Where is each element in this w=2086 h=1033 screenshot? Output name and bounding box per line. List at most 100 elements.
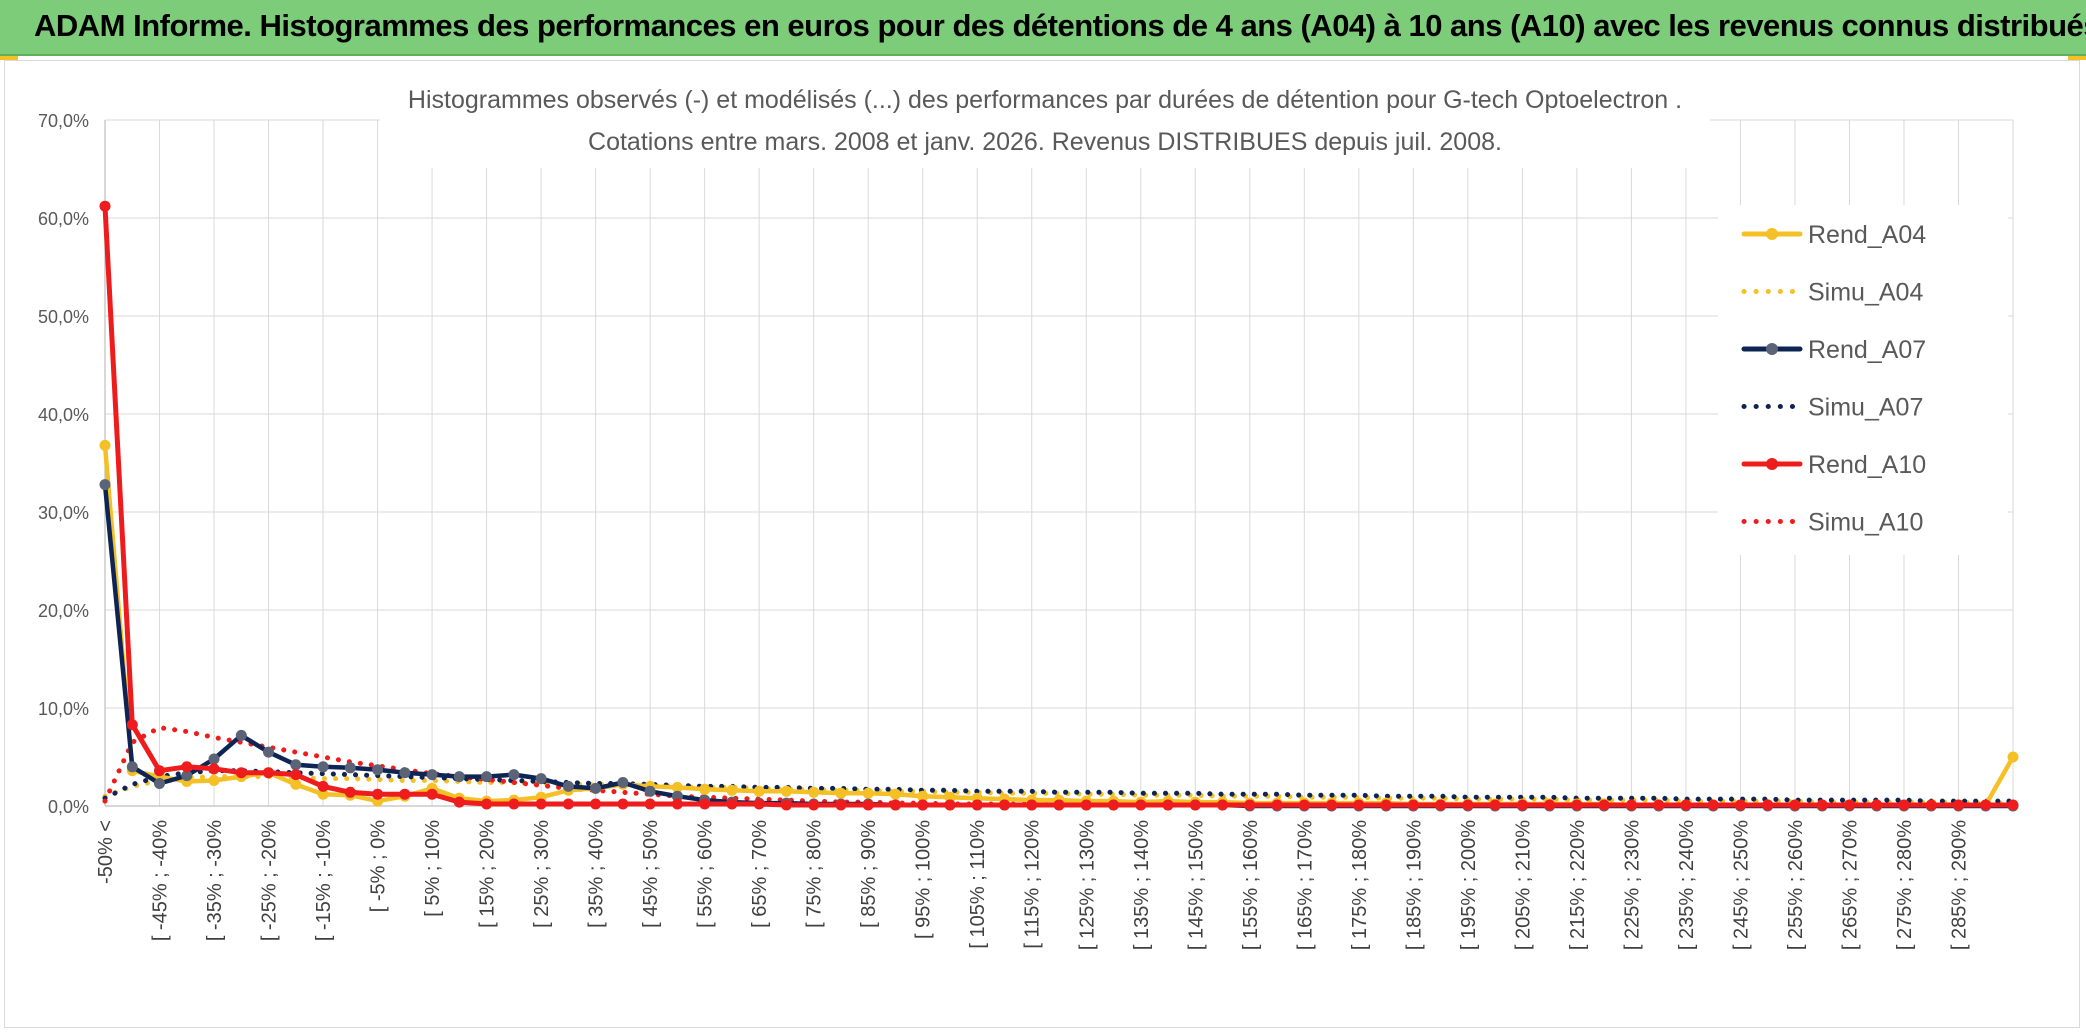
corner-accent-right [2068, 56, 2086, 60]
data-point-rend_a10 [999, 799, 1010, 811]
data-point-rend_a10 [1625, 799, 1637, 811]
data-point-rend_a10 [1680, 799, 1692, 811]
data-point-rend_a10 [1462, 799, 1474, 811]
chart-title: Histogrammes observés (-) et modélisés (… [408, 86, 1682, 114]
y-tick-label: 10,0% [38, 699, 89, 719]
x-tick-label: [ 105% ; 110% [967, 820, 989, 949]
x-tick-label: [ 285% ; 290% [1948, 820, 1970, 950]
data-point-rend_a10 [1871, 799, 1883, 811]
data-point-rend_a10 [1189, 799, 1201, 811]
data-point-rend_a10 [1762, 799, 1774, 811]
data-point-rend_a07 [290, 759, 302, 771]
data-point-rend_a10 [1707, 799, 1719, 811]
x-tick-label: [ 5% ; 10% [422, 820, 444, 917]
data-point-rend_a07 [617, 777, 629, 788]
data-point-rend_a07 [99, 479, 111, 491]
data-point-rend_a10 [1516, 799, 1528, 811]
legend-marker-rend_a07 [1766, 343, 1778, 355]
data-point-rend_a10 [481, 798, 493, 810]
data-point-rend_a10 [1734, 799, 1746, 811]
legend-label-simu_a10: Simu_A10 [1808, 509, 1923, 537]
data-point-rend_a10 [399, 788, 411, 800]
data-point-rend_a10 [126, 719, 138, 731]
data-point-rend_a10 [1407, 799, 1419, 811]
data-point-rend_a07 [508, 769, 520, 781]
x-tick-label: [ 95% ; 100% [913, 820, 935, 939]
data-point-rend_a10 [1162, 799, 1174, 811]
data-point-rend_a04 [290, 778, 302, 790]
data-point-rend_a10 [1789, 799, 1801, 811]
data-point-rend_a04 [780, 785, 792, 797]
legend-marker-rend_a04 [1766, 228, 1778, 240]
y-tick-label: 60,0% [38, 209, 89, 229]
corner-accent-left [0, 56, 18, 60]
legend-label-rend_a10: Rend_A10 [1808, 451, 1926, 479]
data-point-rend_a10 [1244, 799, 1256, 811]
data-point-rend_a04 [671, 781, 683, 793]
x-tick-label: [ 205% ; 210% [1512, 820, 1534, 950]
title-panel [380, 78, 1710, 168]
x-tick-label: [ 15% ; 20% [477, 820, 499, 928]
data-point-rend_a04 [99, 439, 111, 451]
data-point-rend_a07 [590, 782, 602, 794]
data-point-rend_a10 [1435, 799, 1447, 811]
data-point-rend_a10 [1353, 799, 1365, 811]
report-title: ADAM Informe. Histogrammes des performan… [34, 8, 2086, 43]
data-point-rend_a10 [535, 798, 547, 810]
data-point-rend_a10 [1653, 799, 1665, 811]
data-point-rend_a07 [481, 771, 493, 783]
x-tick-label: [ 115% ; 120% [1022, 820, 1044, 949]
y-tick-label: 0,0% [48, 797, 89, 817]
legend-label-rend_a07: Rend_A07 [1808, 336, 1926, 364]
x-tick-label: [ 35% ; 40% [586, 820, 608, 928]
data-point-rend_a10 [1980, 799, 1992, 811]
data-point-rend_a10 [644, 798, 656, 810]
x-tick-label: [ -35% ; -30% [204, 820, 226, 941]
y-tick-label: 30,0% [38, 503, 89, 523]
data-point-rend_a10 [671, 798, 683, 810]
x-tick-label: [ -15% ; -10% [313, 820, 335, 941]
data-point-rend_a07 [317, 761, 329, 773]
data-point-rend_a10 [1271, 799, 1283, 811]
legend-label-simu_a07: Simu_A07 [1808, 394, 1923, 422]
x-tick-label: [ 225% ; 230% [1621, 820, 1643, 950]
x-tick-label: [ 125% ; 130% [1076, 820, 1098, 950]
data-point-rend_a10 [1925, 799, 1937, 811]
data-point-rend_a10 [1380, 799, 1392, 811]
data-point-rend_a10 [753, 798, 765, 810]
x-tick-label: [ 135% ; 140% [1131, 820, 1153, 950]
data-point-rend_a07 [181, 770, 193, 782]
chart-subtitle: Cotations entre mars. 2008 et janv. 2026… [588, 128, 1502, 156]
data-point-rend_a10 [290, 769, 302, 781]
data-point-rend_a10 [1898, 799, 1910, 811]
data-point-rend_a10 [344, 786, 356, 798]
data-point-rend_a10 [699, 798, 711, 810]
data-point-rend_a07 [126, 761, 138, 773]
data-point-rend_a10 [780, 799, 792, 811]
data-point-rend_a10 [154, 765, 165, 777]
data-point-rend_a07 [399, 767, 411, 779]
x-tick-label: [ 85% ; 90% [858, 820, 880, 928]
x-tick-label: [ 25% ; 30% [531, 820, 553, 928]
x-tick-label: [ 155% ; 160% [1240, 820, 1262, 950]
data-point-rend_a10 [862, 799, 874, 811]
data-point-rend_a10 [590, 798, 602, 810]
data-point-rend_a07 [562, 780, 574, 792]
data-point-rend_a04 [699, 783, 711, 795]
report-banner: ADAM Informe. Histogrammes des performan… [0, 0, 2086, 56]
data-point-rend_a10 [317, 780, 329, 792]
legend-marker-rend_a10 [1766, 458, 1778, 470]
legend-label-rend_a04: Rend_A04 [1808, 221, 1926, 249]
data-point-rend_a10 [562, 798, 574, 810]
data-point-rend_a10 [971, 799, 983, 811]
data-point-rend_a10 [508, 798, 520, 810]
data-point-rend_a07 [453, 771, 465, 783]
data-point-rend_a10 [890, 799, 901, 811]
x-tick-label: [ 235% ; 240% [1676, 820, 1698, 950]
data-point-rend_a10 [372, 788, 384, 800]
data-point-rend_a04 [317, 788, 329, 800]
x-tick-label: [ 165% ; 170% [1294, 820, 1316, 950]
data-point-rend_a10 [1598, 799, 1610, 811]
